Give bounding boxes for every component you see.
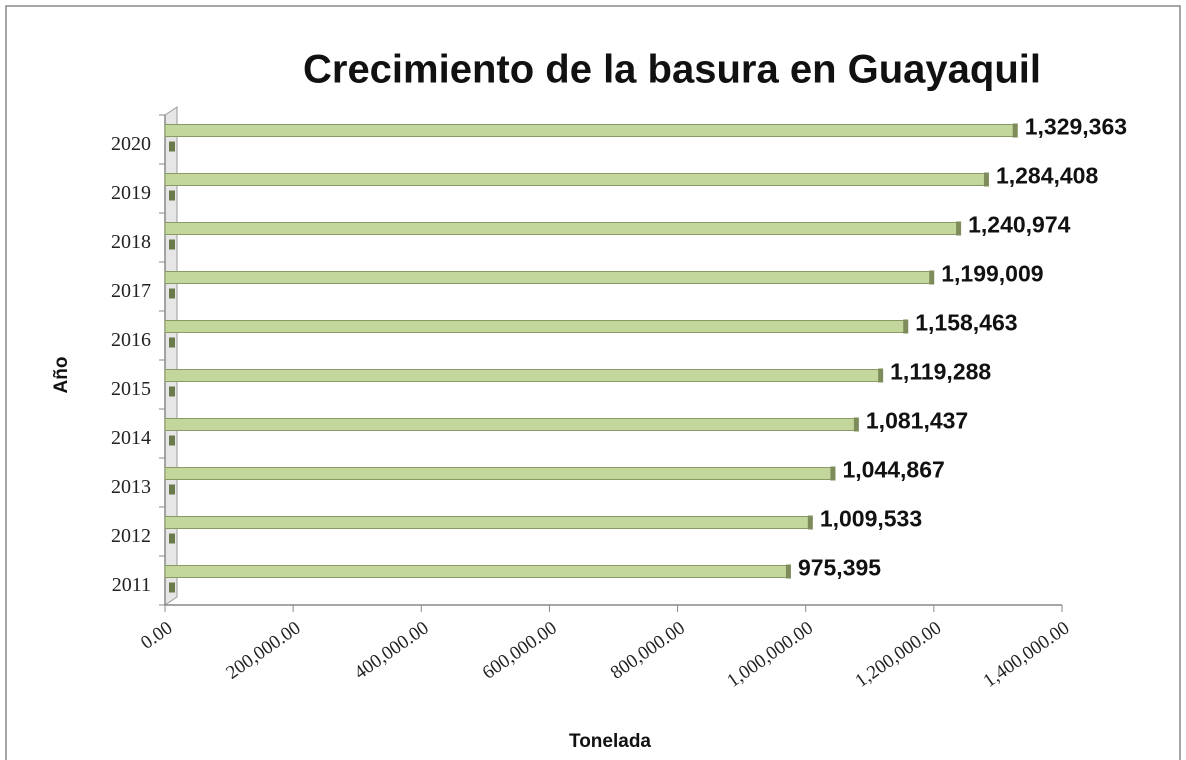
- value-label: 1,240,974: [968, 212, 1071, 238]
- bar-end: [929, 270, 935, 285]
- bar: [164, 320, 908, 333]
- bar: [164, 222, 961, 235]
- bar: [164, 173, 989, 186]
- bar: [164, 467, 835, 480]
- chart-title: Crecimiento de la basura en Guayaquil: [303, 48, 1041, 92]
- y-tick-label: 2015: [111, 378, 151, 400]
- bar-stub: [169, 435, 175, 446]
- bar-stub: [169, 288, 175, 299]
- y-tick-label: 2020: [111, 133, 151, 155]
- bar-stub: [169, 337, 175, 348]
- value-label: 1,284,408: [996, 163, 1099, 189]
- y-tick-label: 2017: [111, 280, 151, 302]
- bar-end: [903, 319, 909, 334]
- bar: [164, 271, 934, 284]
- x-axis-label: Tonelada: [569, 731, 651, 752]
- value-label: 1,119,288: [890, 359, 991, 385]
- value-label: 1,158,463: [915, 310, 1017, 336]
- bar-stub: [169, 190, 175, 201]
- bar: [164, 369, 883, 382]
- bar-stub: [169, 141, 175, 152]
- bar: [164, 565, 791, 578]
- bar-stub: [169, 484, 175, 495]
- y-tick-label: 2019: [111, 182, 151, 204]
- value-label: 1,329,363: [1025, 114, 1127, 140]
- value-label: 1,044,867: [842, 457, 944, 483]
- bar-stub: [169, 582, 175, 593]
- y-tick-label: 2016: [111, 329, 151, 351]
- value-label: 975,395: [798, 555, 881, 581]
- value-label: 1,081,437: [866, 408, 968, 434]
- bar: [164, 418, 859, 431]
- bar-stub: [169, 533, 175, 544]
- bar-stub: [169, 239, 175, 250]
- y-tick-label: 2018: [111, 231, 151, 253]
- y-tick-label: 2012: [111, 525, 151, 547]
- bar-end: [956, 221, 962, 236]
- bar-end: [830, 466, 836, 481]
- y-axis-label: Año: [51, 357, 72, 394]
- y-tick-label: 2014: [111, 427, 151, 449]
- bar-end: [853, 417, 859, 432]
- bar-end: [878, 368, 884, 383]
- y-tick-label: 2013: [111, 476, 151, 498]
- value-label: 1,009,533: [820, 506, 922, 532]
- bar-stub: [169, 386, 175, 397]
- bar-end: [1012, 123, 1018, 138]
- bar-end: [983, 172, 989, 187]
- bar-end: [807, 515, 813, 530]
- bar: [164, 124, 1018, 137]
- bar: [164, 516, 813, 529]
- bar-end: [785, 564, 791, 579]
- chart-frame: [5, 5, 1181, 760]
- value-label: 1,199,009: [941, 261, 1043, 287]
- y-tick-label: 2011: [112, 574, 151, 596]
